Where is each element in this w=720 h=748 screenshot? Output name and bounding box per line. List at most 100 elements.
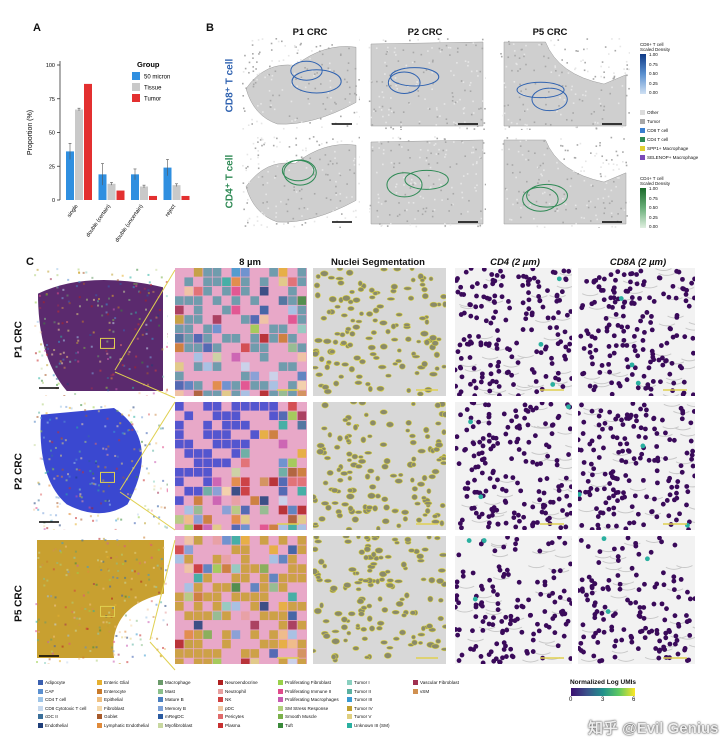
tissue-speck [396, 215, 399, 217]
watermark: 知乎 @Evil Genius [588, 720, 719, 737]
c-colorbar-block: Normalized Log UMIs 0 3 6 [548, 679, 658, 719]
cell-dot [106, 453, 109, 456]
c-cd8a-expression-p2 [578, 402, 695, 530]
tissue-speck [351, 140, 354, 143]
cell-dot [90, 387, 93, 390]
tissue-speck [348, 47, 350, 50]
bin-8um [278, 496, 288, 505]
nucleus-outline [369, 419, 377, 426]
expression-spot [580, 622, 586, 628]
tissue-speck [375, 47, 378, 50]
tissue-texture [557, 431, 572, 435]
cell-dot [52, 549, 55, 552]
expression-spot [509, 354, 515, 360]
c-legend-item: Plasma [218, 723, 240, 728]
expression-spot [606, 304, 612, 309]
tissue-texture [674, 427, 691, 431]
tissue-texture [610, 595, 627, 599]
expression-spot [500, 274, 506, 279]
expression-spot [688, 420, 694, 426]
bin-8um [184, 334, 194, 343]
tissue-speck [378, 147, 380, 149]
tissue-texture [557, 384, 572, 388]
nucleus-outline [337, 477, 344, 483]
bin-8um [193, 362, 203, 371]
cell-dot [92, 610, 95, 613]
legend-swatch [218, 714, 223, 720]
cell-dot [44, 661, 47, 664]
expression-spot [659, 601, 665, 607]
expression-spot [637, 605, 643, 610]
bin-8um [175, 592, 184, 602]
nucleus-outline [367, 468, 375, 474]
cell-dot [134, 551, 137, 554]
tissue-speck [321, 126, 323, 128]
nucleus-outline [358, 455, 364, 459]
b-category-legend-item: Other [640, 110, 659, 115]
tissue-speck [502, 143, 505, 145]
tissue-speck [524, 123, 527, 126]
cell-dot [111, 294, 114, 297]
tissue-speck [621, 160, 624, 163]
tissue-speck [262, 202, 264, 204]
cell-dot [91, 608, 94, 611]
tissue-speck [465, 44, 468, 46]
legend-swatch [218, 723, 223, 728]
cell-dot [41, 403, 44, 406]
expression-spot [598, 510, 603, 516]
nucleus-outline [385, 373, 392, 378]
bin-8um [175, 324, 184, 334]
nucleus-outline [418, 316, 427, 321]
nucleus-outline [375, 578, 381, 585]
expression-spot [482, 614, 488, 620]
nucleus-outline [347, 611, 356, 617]
tissue-speck [247, 198, 249, 201]
bin-8um [222, 305, 231, 315]
expression-spot [526, 597, 531, 603]
tissue-speck [266, 201, 268, 203]
c-legend-item: Fibroblast [97, 705, 124, 711]
expression-spot [624, 415, 629, 421]
bin-8um [241, 505, 250, 515]
tissue-speck [271, 60, 273, 62]
cell-dot [67, 634, 70, 637]
tissue-speck [475, 148, 477, 151]
expression-spot [530, 459, 536, 465]
tissue-speck [556, 208, 558, 210]
tissue-speck [340, 213, 343, 215]
tissue-speck [625, 94, 628, 97]
nucleus-outline [320, 315, 328, 321]
cell-dot [57, 322, 60, 325]
bar [140, 186, 148, 200]
cell-dot [150, 509, 153, 512]
tissue-speck [572, 102, 575, 104]
bin-8um [250, 620, 260, 630]
bin-8um [231, 402, 241, 411]
cell-dot [149, 319, 152, 322]
tissue-speck [258, 72, 261, 75]
expression-spot [610, 434, 616, 440]
tissue-speck [394, 186, 397, 188]
nucleus-outline [405, 419, 412, 426]
expression-spot [491, 315, 496, 321]
expression-spot [683, 292, 689, 297]
expression-spot [503, 614, 509, 620]
tissue-speck [242, 164, 244, 167]
expression-spot [521, 273, 526, 279]
nucleus-outline [429, 371, 438, 377]
tissue-texture [528, 565, 545, 569]
tissue-speck [417, 39, 419, 41]
legend-swatch [38, 680, 43, 685]
expression-spot [621, 272, 627, 278]
cell-dot [111, 597, 114, 600]
c-bins-8um-p1 [175, 268, 307, 396]
expression-spot [678, 577, 684, 582]
expression-spot [473, 604, 479, 610]
cell-dot [145, 332, 148, 335]
tissue-speck [368, 46, 371, 49]
cell-dot [94, 442, 97, 445]
expression-spot [692, 473, 695, 479]
tissue-speck [575, 222, 577, 225]
bin-8um [259, 639, 269, 649]
cell-dot [52, 529, 55, 530]
